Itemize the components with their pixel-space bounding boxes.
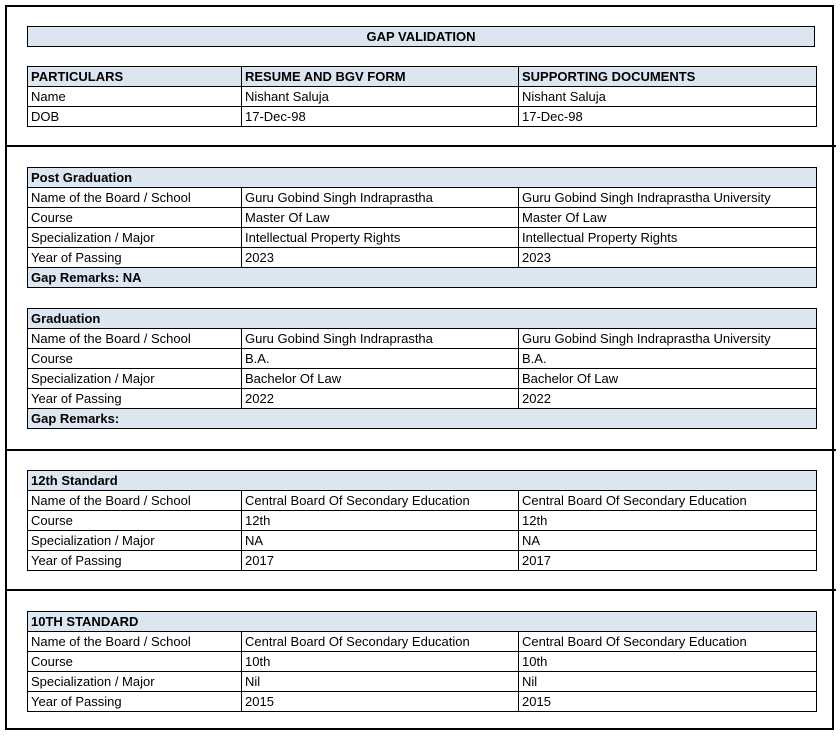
- table-cell: Name of the Board / School: [27, 631, 242, 652]
- section-heading: Graduation: [26, 308, 818, 329]
- column-header: PARTICULARS: [27, 66, 242, 87]
- table-cell: 2017: [241, 550, 519, 571]
- table-row: Name Nishant Saluja Nishant Saluja: [27, 86, 817, 107]
- section-divider: [5, 589, 836, 591]
- table-cell: Nil: [517, 671, 818, 692]
- table-cell: Guru Gobind Singh Indraprastha Universit…: [517, 328, 818, 349]
- education-section-table: 12th Standard Name of the Board / School C…: [26, 470, 818, 571]
- table-cell: Name of the Board / School: [27, 187, 242, 208]
- table-cell: Intellectual Property Rights: [241, 227, 519, 248]
- table-cell: B.A.: [517, 348, 818, 369]
- table-row: Course 12th 12th: [27, 510, 818, 531]
- table-cell: Central Board Of Secondary Education: [241, 490, 519, 511]
- table-cell: 12th: [241, 510, 519, 531]
- section-heading: Post Graduation: [26, 167, 818, 188]
- table-cell: 2022: [517, 388, 818, 409]
- table-cell: Name of the Board / School: [27, 328, 242, 349]
- education-section-table: Graduation Name of the Board / School Guru…: [26, 308, 818, 429]
- table-cell: Bachelor Of Law: [517, 368, 818, 389]
- table-cell: Year of Passing: [27, 388, 242, 409]
- table-cell: Year of Passing: [27, 691, 242, 712]
- table-cell: Name: [27, 86, 242, 107]
- table-row: Year of Passing 2015 2015: [27, 691, 818, 712]
- section-heading-row: 10TH STANDARD: [26, 611, 818, 632]
- table-cell: Specialization / Major: [27, 530, 242, 551]
- table-cell: Specialization / Major: [27, 671, 242, 692]
- table-row: Course Master Of Law Master Of Law: [27, 207, 818, 228]
- section-divider: [5, 145, 836, 147]
- table-cell: Central Board Of Secondary Education: [517, 631, 818, 652]
- page-title: GAP VALIDATION: [27, 26, 815, 47]
- table-row: Name of the Board / School Central Board …: [27, 631, 818, 652]
- table-cell: 10th: [517, 651, 818, 672]
- table-cell: Course: [27, 510, 242, 531]
- table-cell: 17-Dec-98: [518, 106, 817, 127]
- gap-remarks: Gap Remarks:: [26, 408, 818, 429]
- table-cell: 2015: [517, 691, 818, 712]
- table-cell: Nishant Saluja: [518, 86, 817, 107]
- table-cell: 17-Dec-98: [241, 106, 519, 127]
- table-row: Year of Passing 2017 2017: [27, 550, 818, 571]
- section-heading-row: 12th Standard: [26, 470, 818, 491]
- table-cell: Year of Passing: [27, 550, 242, 571]
- table-cell: Bachelor Of Law: [241, 368, 519, 389]
- section-divider: [5, 449, 836, 451]
- table-row: Specialization / Major NA NA: [27, 530, 818, 551]
- table-cell: Nishant Saluja: [241, 86, 519, 107]
- table-row: Name of the Board / School Guru Gobind Si…: [27, 187, 818, 208]
- section-heading-row: Graduation: [26, 308, 818, 329]
- table-cell: Nil: [241, 671, 519, 692]
- table-cell: Master Of Law: [517, 207, 818, 228]
- table-cell: Central Board Of Secondary Education: [517, 490, 818, 511]
- table-cell: Intellectual Property Rights: [517, 227, 818, 248]
- gap-remarks: Gap Remarks: NA: [26, 267, 818, 288]
- education-section-table: 10TH STANDARD Name of the Board / School C…: [26, 611, 818, 712]
- table-cell: Guru Gobind Singh Indraprastha Universit…: [517, 187, 818, 208]
- table-cell: Course: [27, 651, 242, 672]
- table-row: Course B.A. B.A.: [27, 348, 818, 369]
- education-section-table: Post Graduation Name of the Board / Schoo…: [26, 167, 818, 288]
- table-header-row: PARTICULARS RESUME AND BGV FORM SUPPORTING…: [27, 66, 817, 87]
- document-frame: [5, 5, 834, 730]
- table-cell: B.A.: [241, 348, 519, 369]
- section-heading: 12th Standard: [26, 470, 818, 491]
- table-cell: Course: [27, 348, 242, 369]
- gap-remarks-row: Gap Remarks: NA: [26, 267, 818, 288]
- table-cell: 2015: [241, 691, 519, 712]
- table-cell: Course: [27, 207, 242, 228]
- table-cell: 2023: [241, 247, 519, 268]
- table-row: Course 10th 10th: [27, 651, 818, 672]
- table-cell: 12th: [517, 510, 818, 531]
- particulars-table: PARTICULARS RESUME AND BGV FORM SUPPORTING…: [27, 66, 817, 127]
- table-cell: Specialization / Major: [27, 368, 242, 389]
- table-cell: 2017: [517, 550, 818, 571]
- table-row: Specialization / Major Intellectual Prope…: [27, 227, 818, 248]
- section-heading: 10TH STANDARD: [26, 611, 818, 632]
- table-cell: NA: [241, 530, 519, 551]
- gap-remarks-row: Gap Remarks:: [26, 408, 818, 429]
- table-cell: 10th: [241, 651, 519, 672]
- table-cell: Master Of Law: [241, 207, 519, 228]
- column-header: RESUME AND BGV FORM: [241, 66, 519, 87]
- table-cell: DOB: [27, 106, 242, 127]
- table-row: Year of Passing 2022 2022: [27, 388, 818, 409]
- table-cell: Guru Gobind Singh Indraprastha: [241, 187, 519, 208]
- table-cell: Guru Gobind Singh Indraprastha: [241, 328, 519, 349]
- table-cell: Central Board Of Secondary Education: [241, 631, 519, 652]
- table-cell: Year of Passing: [27, 247, 242, 268]
- table-row: Year of Passing 2023 2023: [27, 247, 818, 268]
- table-cell: 2023: [517, 247, 818, 268]
- table-row: Specialization / Major Bachelor Of Law Bac…: [27, 368, 818, 389]
- column-header: SUPPORTING DOCUMENTS: [518, 66, 817, 87]
- table-row: DOB 17-Dec-98 17-Dec-98: [27, 106, 817, 127]
- table-cell: 2022: [241, 388, 519, 409]
- table-cell: Specialization / Major: [27, 227, 242, 248]
- table-row: Specialization / Major Nil Nil: [27, 671, 818, 692]
- table-cell: Name of the Board / School: [27, 490, 242, 511]
- table-row: Name of the Board / School Guru Gobind Si…: [27, 328, 818, 349]
- section-heading-row: Post Graduation: [26, 167, 818, 188]
- table-cell: NA: [517, 530, 818, 551]
- table-row: Name of the Board / School Central Board …: [27, 490, 818, 511]
